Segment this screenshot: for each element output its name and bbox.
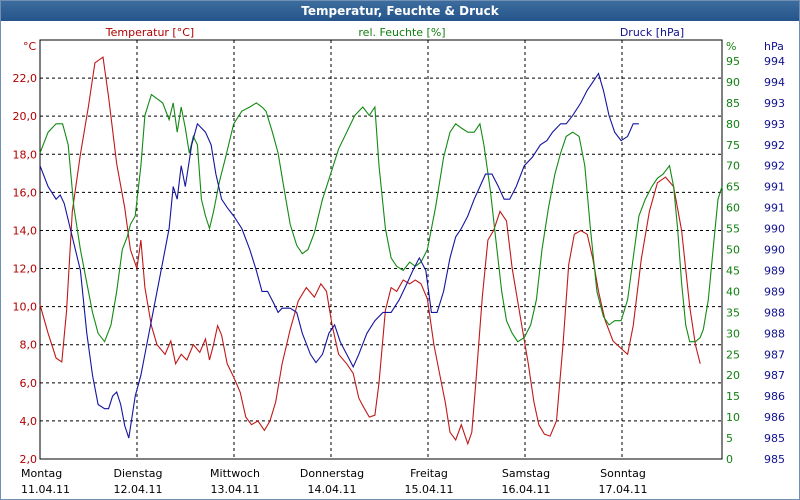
- humidity-tick-label: 35: [726, 306, 740, 319]
- pressure-tick-label: 994: [764, 55, 785, 68]
- humidity-tick-label: 70: [726, 160, 740, 173]
- pressure-tick-label: 988: [764, 327, 785, 340]
- humidity-tick-label: 40: [726, 285, 740, 298]
- x-date-label: 17.04.11: [599, 483, 648, 496]
- humidity-tick-label: 60: [726, 202, 740, 215]
- legend-label: Druck [hPa]: [620, 26, 684, 39]
- pressure-tick-label: 990: [764, 223, 785, 236]
- x-date-label: 15.04.11: [405, 483, 454, 496]
- humidity-tick-label: 30: [726, 327, 740, 340]
- pressure-tick-label: 993: [764, 118, 785, 131]
- humidity-tick-label: 10: [726, 411, 740, 424]
- pressure-tick-label: 989: [764, 264, 785, 277]
- temperature-tick-label: 6,0: [20, 377, 38, 390]
- temperature-tick-label: 12,0: [13, 263, 38, 276]
- humidity-unit: %: [726, 40, 736, 53]
- humidity-tick-label: 85: [726, 97, 740, 110]
- plot-area: [39, 39, 723, 460]
- temperature-tick-label: 18,0: [13, 148, 38, 161]
- pressure-tick-label: 985: [764, 453, 785, 466]
- pressure-tick-label: 991: [764, 202, 785, 215]
- legend-label: Temperatur [°C]: [105, 26, 194, 39]
- pressure-tick-label: 989: [764, 285, 785, 298]
- legend-label: rel. Feuchte [%]: [358, 26, 445, 39]
- series-line: [39, 72, 639, 439]
- temperature-tick-label: 20,0: [13, 110, 38, 123]
- pressure-tick-label: 987: [764, 369, 785, 382]
- x-day-label: Donnerstag: [300, 467, 364, 480]
- series-line: [39, 93, 723, 343]
- x-day-label: Samstag: [502, 467, 550, 480]
- humidity-tick-label: 50: [726, 244, 740, 257]
- x-day-label: Dienstag: [113, 467, 162, 480]
- humidity-tick-label: 95: [726, 55, 740, 68]
- window-title: Temperatur, Feuchte & Druck: [1, 1, 799, 21]
- x-day-label: Sonntag: [600, 467, 646, 480]
- x-date-label: 14.04.11: [308, 483, 357, 496]
- x-date-label: 12.04.11: [114, 483, 163, 496]
- pressure-tick-label: 992: [764, 160, 785, 173]
- pressure-tick-label: 986: [764, 411, 785, 424]
- pressure-tick-label: 994: [764, 76, 785, 89]
- humidity-tick-label: 90: [726, 76, 740, 89]
- temperature-tick-label: 2,0: [20, 453, 38, 466]
- x-day-label: Mittwoch: [210, 467, 260, 480]
- x-day-label: Montag: [21, 467, 62, 480]
- x-date-label: 13.04.11: [211, 483, 260, 496]
- humidity-tick-label: 0: [726, 453, 733, 466]
- pressure-tick-label: 987: [764, 348, 785, 361]
- pressure-tick-label: 992: [764, 139, 785, 152]
- pressure-tick-label: 991: [764, 181, 785, 194]
- temperature-tick-label: 16,0: [13, 186, 38, 199]
- temperature-tick-label: 4,0: [20, 415, 38, 428]
- humidity-tick-label: 5: [726, 432, 733, 445]
- temperature-tick-label: 8,0: [20, 339, 38, 352]
- pressure-tick-label: 985: [764, 432, 785, 445]
- temperature-tick-label: 22,0: [13, 72, 38, 85]
- x-date-label: 16.04.11: [502, 483, 551, 496]
- pressure-unit: hPa: [764, 40, 784, 53]
- humidity-tick-label: 65: [726, 181, 740, 194]
- series-line: [39, 56, 701, 446]
- humidity-tick-label: 25: [726, 348, 740, 361]
- pressure-tick-label: 988: [764, 306, 785, 319]
- humidity-tick-label: 80: [726, 118, 740, 131]
- humidity-tick-label: 45: [726, 264, 740, 277]
- temperature-tick-label: 10,0: [13, 301, 38, 314]
- humidity-tick-label: 15: [726, 390, 740, 403]
- x-day-label: Freitag: [410, 467, 448, 480]
- humidity-tick-label: 75: [726, 139, 740, 152]
- temperature-tick-label: 14,0: [13, 224, 38, 237]
- pressure-tick-label: 986: [764, 390, 785, 403]
- pressure-tick-label: 993: [764, 97, 785, 110]
- temperature-unit: °C: [23, 40, 37, 53]
- pressure-tick-label: 990: [764, 244, 785, 257]
- x-date-label: 11.04.11: [21, 483, 70, 496]
- humidity-tick-label: 20: [726, 369, 740, 382]
- humidity-tick-label: 55: [726, 223, 740, 236]
